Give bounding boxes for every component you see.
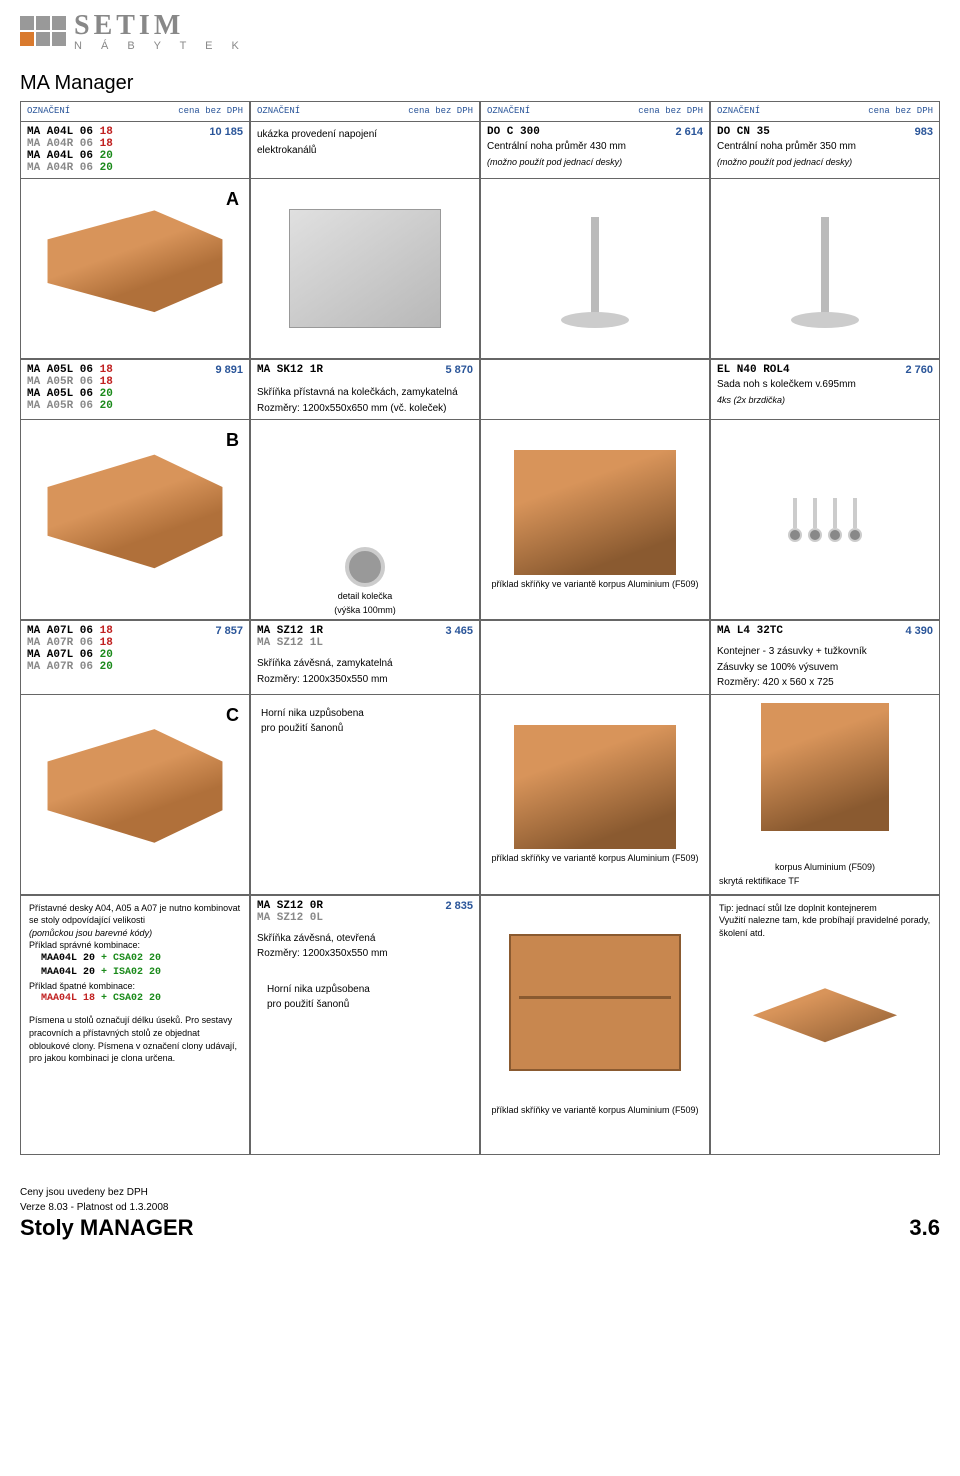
desc: Rozměry: 420 x 560 x 725 — [717, 676, 933, 690]
desc: Centrální noha průměr 430 mm — [487, 140, 703, 154]
caption: příklad skříňky ve variantě korpus Alumi… — [491, 579, 698, 589]
footer-note: Ceny jsou uvedeny bez DPH — [20, 1185, 194, 1200]
caption: detail kolečka — [338, 591, 393, 601]
cabinet-image — [514, 450, 676, 574]
product-code: EL N40 ROL4 — [717, 364, 933, 376]
conference-table-image — [735, 979, 915, 1069]
column-headers: OZNAČENÍcena bez DPH OZNAČENÍcena bez DP… — [20, 101, 940, 121]
price: 2 760 — [905, 364, 933, 376]
row1-images: A — [20, 179, 940, 359]
desc: Rozměry: 1200x350x550 mm — [257, 947, 473, 961]
product-code: MA A05L 06 20 — [27, 388, 243, 400]
wheel-icon — [345, 547, 385, 587]
caption: skrytá rektifikace TF — [719, 876, 931, 886]
row3-images: C Horní nika uzpůsobena pro použití šano… — [20, 695, 940, 895]
desc: (možno použít pod jednací desky) — [717, 156, 933, 168]
price: 2 614 — [675, 126, 703, 138]
row1-codes: 10 185 MA A04L 06 18 MA A04R 06 18 MA A0… — [20, 121, 940, 179]
caption: příklad skříňky ve variantě korpus Alumi… — [491, 1105, 698, 1115]
note: Horní nika uzpůsobena — [267, 983, 473, 997]
note: Horní nika uzpůsobena — [261, 707, 469, 721]
row3-codes: 7 857 MA A07L 06 18 MA A07R 06 18 MA A07… — [20, 620, 940, 695]
desc: Skříňka přístavná na kolečkách, zamykate… — [257, 386, 473, 400]
product-code: MA A05R 06 20 — [27, 400, 243, 412]
page-number: 3.6 — [909, 1215, 940, 1241]
hdr-code: OZNAČENÍ — [27, 106, 70, 117]
desc: Skříňka závěsná, otevřená — [257, 932, 473, 946]
shelf-image — [509, 934, 682, 1072]
caption: příklad skříňky ve variantě korpus Alumi… — [491, 853, 698, 863]
desc: Skříňka závěsná, zamykatelná — [257, 657, 473, 671]
product-code: MA A05R 06 18 — [27, 376, 243, 388]
note: pro použití šanonů — [261, 722, 469, 736]
price: 4 390 — [905, 625, 933, 637]
desc: Kontejner - 3 zásuvky + tužkovník — [717, 645, 933, 659]
product-code: DO C 300 — [487, 126, 703, 138]
product-code: MA A04L 06 20 — [27, 150, 243, 162]
product-code: MA SK12 1R — [257, 364, 473, 376]
price: 2 835 — [445, 900, 473, 912]
footer-title: Stoly MANAGER — [20, 1215, 194, 1241]
instructions: Přístavné desky A04, A05 a A07 je nutno … — [20, 895, 250, 1155]
cabinet-image — [514, 725, 676, 849]
price: 9 891 — [215, 364, 243, 376]
price: 983 — [915, 126, 933, 138]
product-code: MA L4 32TC — [717, 625, 933, 637]
desc: ukázka provedení napojení — [257, 128, 473, 142]
variant-letter: C — [226, 705, 239, 726]
page-footer: Ceny jsou uvedeny bez DPH Verze 8.03 - P… — [20, 1185, 940, 1241]
tip-cell: Tip: jednací stůl lze doplnit kontejnere… — [710, 895, 940, 1155]
desc: Rozměry: 1200x350x550 mm — [257, 673, 473, 687]
logo-icon — [20, 16, 66, 46]
row4: Přístavné desky A04, A05 a A07 je nutno … — [20, 895, 940, 1155]
desc: elektrokanálů — [257, 144, 473, 158]
product-code: MA SZ12 1L — [257, 637, 473, 649]
price: 7 857 — [215, 625, 243, 637]
brand-logo: SETIM N Á B Y T E K — [20, 10, 940, 52]
desc: Centrální noha průměr 350 mm — [717, 140, 933, 154]
leg-image — [487, 183, 703, 354]
row2-images: B detail kolečka (výška 100mm) příklad s… — [20, 420, 940, 620]
desc: Rozměry: 1200x550x650 mm (vč. koleček) — [257, 402, 473, 416]
caption: korpus Aluminium (F509) — [719, 862, 931, 872]
desk-image — [27, 183, 243, 354]
row2-codes: 9 891 MA A05L 06 18 MA A05R 06 18 MA A05… — [20, 359, 940, 420]
desc: Sada noh s kolečkem v.695mm — [717, 378, 933, 392]
product-code: MA A04R 06 20 — [27, 162, 243, 174]
product-code: MA A07L 06 18 — [27, 625, 243, 637]
product-code: MA A05L 06 18 — [27, 364, 243, 376]
product-code: MA SZ12 0L — [257, 912, 473, 924]
desk-image — [27, 424, 243, 615]
wheel-legs-image — [717, 424, 933, 615]
product-code: MA A04R 06 18 — [27, 138, 243, 150]
product-code: MA A07R 06 20 — [27, 661, 243, 673]
brand-name: SETIM — [74, 10, 247, 42]
variant-letter: A — [226, 189, 239, 210]
desc: (možno použít pod jednací desky) — [487, 156, 703, 168]
price: 5 870 — [445, 364, 473, 376]
container-image — [761, 703, 888, 831]
product-code: MA A07R 06 18 — [27, 637, 243, 649]
footer-version: Verze 8.03 - Platnost od 1.3.2008 — [20, 1200, 194, 1215]
note: pro použití šanonů — [267, 998, 473, 1012]
desc: 4ks (2x brzdička) — [717, 394, 933, 406]
product-code: MA SZ12 1R — [257, 625, 473, 637]
channel-image — [257, 183, 473, 354]
product-code: MA SZ12 0R — [257, 900, 473, 912]
price: 3 465 — [445, 625, 473, 637]
product-code: MA A07L 06 20 — [27, 649, 243, 661]
variant-letter: B — [226, 430, 239, 451]
brand-sub: N Á B Y T E K — [74, 40, 247, 52]
caption: (výška 100mm) — [334, 605, 396, 615]
desc: Zásuvky se 100% výsuvem — [717, 661, 933, 675]
hdr-price: cena bez DPH — [178, 106, 243, 117]
leg-image — [717, 183, 933, 354]
product-code: DO CN 35 — [717, 126, 933, 138]
desk-image — [27, 699, 243, 890]
price: 10 185 — [209, 126, 243, 138]
page-title: MA Manager — [20, 72, 940, 95]
